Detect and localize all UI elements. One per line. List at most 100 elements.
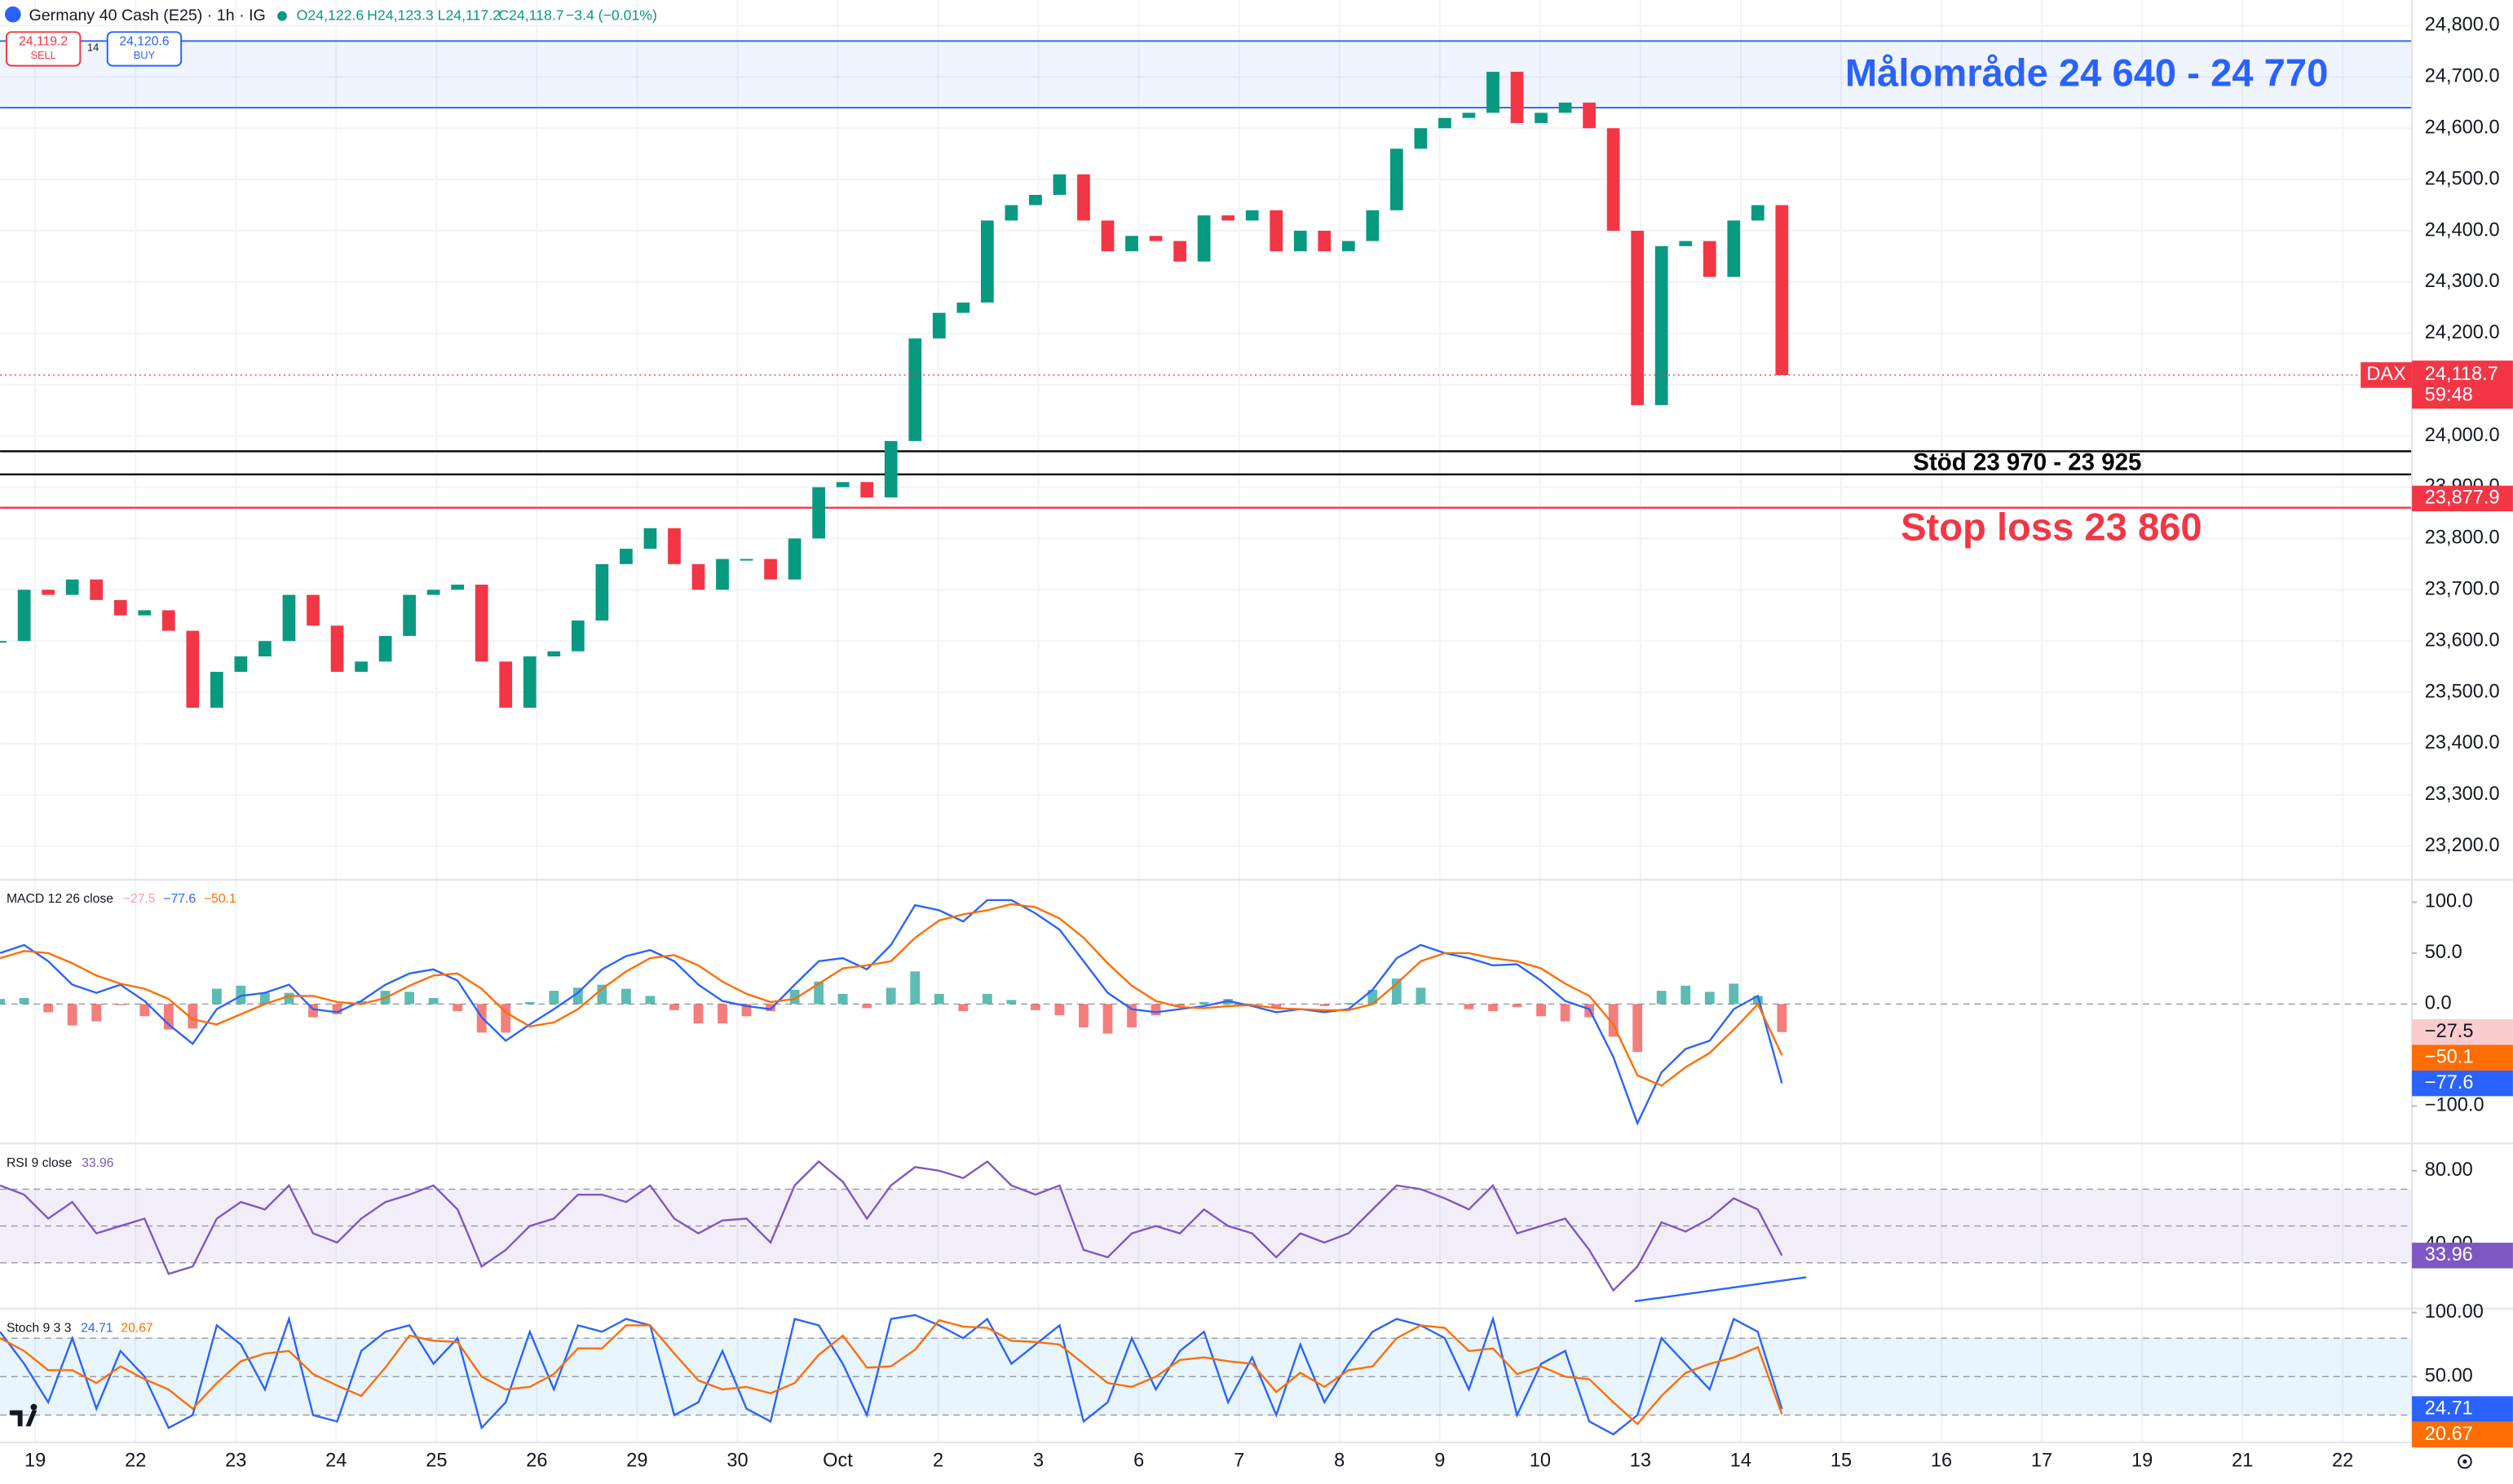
indicator-title: RSI 9 close: [7, 1156, 73, 1170]
histogram-bar: [1079, 1004, 1089, 1028]
indicator-value: −27.5: [123, 892, 156, 906]
symbol-tag-label: DAX: [2366, 363, 2406, 384]
candle: [355, 661, 368, 672]
histogram-bar: [1680, 985, 1691, 1005]
indicator-value: −77.6: [163, 892, 196, 906]
x-tick-label: 30: [727, 1450, 748, 1471]
histogram-bar: [1704, 992, 1715, 1005]
candle: [908, 338, 922, 441]
histogram-bar: [404, 992, 415, 1005]
histogram-bar: [862, 1004, 872, 1009]
symbol-tag: [2361, 362, 2413, 388]
y-tick-label: 23,700.0: [2425, 578, 2500, 599]
price-tag: [2412, 485, 2513, 512]
histogram-bar: [958, 1004, 969, 1012]
histogram-bar: [19, 997, 29, 1005]
price-tag: [2412, 360, 2513, 409]
candle: [740, 559, 753, 561]
histogram-bar: [211, 988, 222, 1005]
y-tick-label: 24,400.0: [2425, 219, 2500, 240]
settings-icon: [2458, 1454, 2472, 1469]
x-tick-label: 22: [2332, 1450, 2353, 1471]
buy-price: 24,120.6: [119, 34, 169, 48]
value-tag-label: −27.5: [2425, 1020, 2474, 1041]
candle: [0, 641, 7, 643]
histogram-bar: [910, 971, 921, 1005]
candle: [1270, 210, 1283, 252]
x-tick-label: 6: [1133, 1450, 1144, 1471]
candle: [426, 590, 440, 595]
candle: [1631, 231, 1645, 405]
sell-button[interactable]: [5, 31, 82, 67]
candle: [90, 579, 104, 600]
histogram-bar: [284, 992, 294, 1005]
y-tick-label: 50.0: [2425, 941, 2462, 962]
spread: 14: [87, 41, 99, 53]
candle: [1654, 245, 1668, 405]
candle: [1293, 231, 1307, 252]
histogram-bar: [1271, 1004, 1282, 1009]
histogram-bar: [1343, 1003, 1354, 1005]
value-tag: [2412, 1421, 2513, 1448]
settings-button[interactable]: [2458, 1454, 2472, 1469]
histogram-bar: [163, 1004, 174, 1030]
histogram-bar: [1175, 1004, 1185, 1006]
candle: [836, 482, 850, 488]
candle: [1438, 117, 1451, 129]
ohlc-change: −3.4 (−0.01%): [566, 7, 657, 23]
histogram-bar: [572, 987, 583, 1005]
y-tick-label: 100.00: [2425, 1301, 2484, 1322]
candle: [475, 584, 488, 662]
indicator-line: [0, 899, 1783, 1126]
candle: [1005, 205, 1018, 221]
histogram-bar: [837, 993, 848, 1005]
target-zone: [0, 41, 2413, 108]
x-tick-label: 23: [225, 1450, 246, 1471]
y-tick-label: 0.0: [2425, 992, 2452, 1014]
x-tick-label: 15: [1831, 1450, 1852, 1471]
sell-label: SELL: [31, 49, 56, 61]
y-tick-label: 24,300.0: [2425, 270, 2500, 291]
price-tag-label: 24,118.7: [2425, 363, 2498, 384]
zone-label: Målområde 24 640 - 24 770: [1845, 51, 2328, 95]
candle: [1775, 205, 1789, 375]
x-tick-label: 19: [2131, 1450, 2153, 1471]
candle: [812, 487, 825, 539]
histogram-bar: [693, 1004, 704, 1024]
histogram-bar: [1391, 978, 1402, 1005]
histogram-bar: [501, 1004, 511, 1033]
ohlc-low: L24,117.2: [438, 7, 501, 23]
histogram-bar: [139, 1004, 150, 1017]
header: Germany 40 Cash (E25) · 1h · IG O24,122.…: [4, 7, 657, 67]
histogram-bar: [1319, 1004, 1330, 1006]
candle: [1173, 241, 1186, 262]
candle: [234, 656, 248, 672]
histogram-bar: [260, 992, 270, 1005]
y-tick-label: 23,200.0: [2425, 834, 2500, 855]
x-tick-label: Oct: [823, 1450, 853, 1471]
candle: [378, 635, 392, 662]
indicator-line: [0, 1159, 1783, 1292]
x-tick-label: 9: [1434, 1450, 1445, 1471]
x-tick-label: 7: [1234, 1450, 1244, 1471]
x-tick-label: 29: [626, 1450, 647, 1471]
buy-button[interactable]: [106, 31, 183, 67]
y-tick-label: 23,400.0: [2425, 731, 2500, 753]
histogram-bar: [1054, 1004, 1065, 1016]
candle: [1029, 194, 1042, 205]
indicator-value: 24.71: [81, 1322, 113, 1336]
histogram-bar: [332, 1004, 342, 1014]
x-tick-label: 19: [24, 1450, 46, 1471]
y-tick-label: 23,800.0: [2425, 527, 2500, 548]
candle: [860, 482, 874, 498]
candle: [258, 641, 272, 657]
divergence-line: [1634, 1276, 1807, 1303]
candle: [1727, 220, 1741, 277]
value-tag: [2412, 1019, 2513, 1045]
candle: [1679, 241, 1693, 246]
price-tag-label: 23,877.9: [2425, 487, 2500, 508]
histogram-bar: [43, 1004, 54, 1013]
y-tick-label: 80.00: [2425, 1159, 2473, 1180]
x-tick-label: 14: [1730, 1450, 1751, 1471]
